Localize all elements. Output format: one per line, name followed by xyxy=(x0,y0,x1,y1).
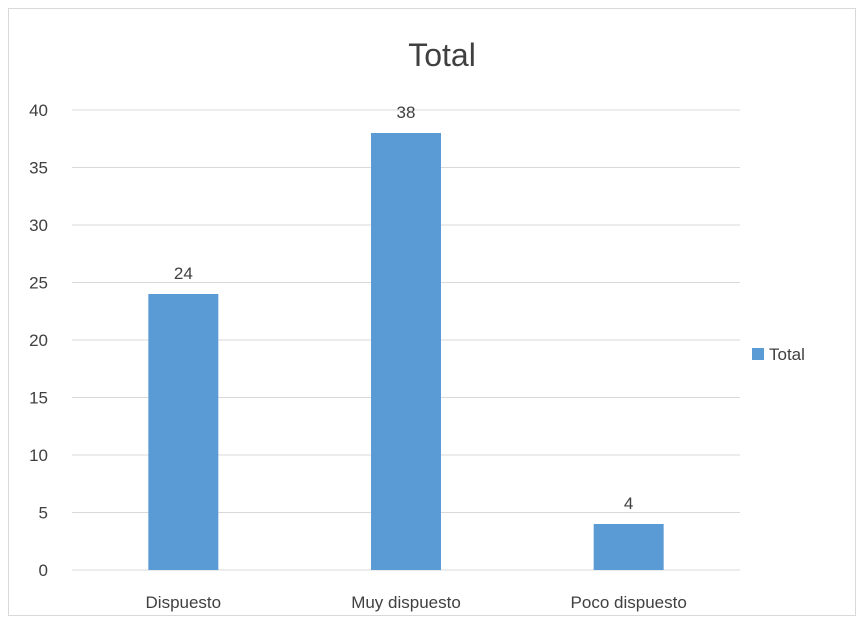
y-tick-label: 5 xyxy=(39,504,48,523)
y-tick-label: 15 xyxy=(29,389,48,408)
x-category-label: Poco dispuesto xyxy=(571,593,687,612)
bar xyxy=(593,524,664,570)
bars xyxy=(148,133,664,570)
legend-swatch xyxy=(752,348,764,360)
y-tick-label: 10 xyxy=(29,446,48,465)
y-tick-label: 20 xyxy=(29,331,48,350)
x-category-label: Dispuesto xyxy=(146,593,222,612)
y-axis-ticks: 0 5 10 15 20 25 30 35 40 xyxy=(29,101,48,580)
data-label: 4 xyxy=(624,494,633,513)
legend-label: Total xyxy=(769,345,805,364)
data-label: 24 xyxy=(174,264,193,283)
bar xyxy=(371,133,441,570)
bar xyxy=(148,294,219,570)
data-label: 38 xyxy=(397,103,416,122)
y-tick-label: 40 xyxy=(29,101,48,120)
x-axis-categories: Dispuesto Muy dispuesto Poco dispuesto xyxy=(146,593,687,612)
data-labels: 24 38 4 xyxy=(174,103,634,513)
legend: Total xyxy=(752,345,805,364)
x-category-label: Muy dispuesto xyxy=(351,593,461,612)
y-tick-label: 30 xyxy=(29,216,48,235)
y-tick-label: 0 xyxy=(39,561,48,580)
chart-title: Total xyxy=(408,37,476,73)
y-tick-label: 25 xyxy=(29,274,48,293)
y-tick-label: 35 xyxy=(29,159,48,178)
